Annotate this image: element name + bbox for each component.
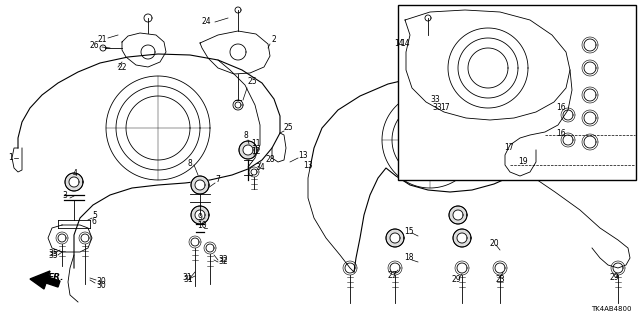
Text: 28: 28 [265,156,275,164]
Text: 24: 24 [202,18,212,27]
Text: 13: 13 [303,161,312,170]
Text: 25: 25 [248,77,258,86]
Text: 32: 32 [218,255,228,265]
Text: 8: 8 [244,132,249,140]
Text: 35: 35 [48,251,58,260]
Text: 14: 14 [400,38,410,47]
Circle shape [243,145,253,155]
Circle shape [390,233,400,243]
Text: 11: 11 [251,139,260,148]
Circle shape [453,229,471,247]
Text: FR.: FR. [48,273,65,282]
Text: 27: 27 [388,270,397,279]
Text: 17: 17 [440,103,450,113]
Text: 29: 29 [452,276,461,284]
Text: 8: 8 [188,158,193,167]
Text: 17: 17 [504,143,514,153]
Text: 30: 30 [96,281,106,290]
Bar [398,5,636,180]
Circle shape [191,176,209,194]
Text: 2: 2 [271,36,276,44]
Text: 14: 14 [394,38,404,47]
Text: 7: 7 [215,175,220,185]
Text: 5: 5 [92,211,97,220]
Text: 32: 32 [218,258,228,267]
Text: 20: 20 [490,238,500,247]
Text: 25: 25 [284,124,294,132]
Text: 31: 31 [183,275,193,284]
Text: 1: 1 [8,154,13,163]
Circle shape [239,141,257,159]
Text: 29: 29 [610,274,620,283]
Text: 33: 33 [430,95,440,105]
Text: 13: 13 [298,150,308,159]
Text: 4: 4 [73,169,78,178]
Circle shape [457,233,467,243]
Text: 30: 30 [96,277,106,286]
Text: 26: 26 [90,41,100,50]
Text: 31: 31 [182,274,191,283]
Circle shape [386,229,404,247]
Text: 9: 9 [197,213,202,222]
Text: TK4AB4800: TK4AB4800 [591,306,632,312]
Circle shape [449,206,467,224]
Text: 23: 23 [495,276,504,284]
Circle shape [453,210,463,220]
Text: 19: 19 [518,157,527,166]
Text: 16: 16 [556,129,566,138]
Polygon shape [30,271,60,289]
Circle shape [191,206,209,224]
Circle shape [195,210,205,220]
Text: 15: 15 [404,228,413,236]
Circle shape [69,177,79,187]
Text: 34: 34 [255,164,265,172]
Text: 16: 16 [556,103,566,113]
Text: 21: 21 [97,36,106,44]
Text: 33: 33 [432,102,442,111]
Text: 22: 22 [118,62,127,71]
Text: 35: 35 [48,249,58,258]
Text: 12: 12 [251,147,260,156]
Circle shape [65,173,83,191]
Text: 6: 6 [92,218,97,227]
Text: 18: 18 [404,253,413,262]
Circle shape [195,180,205,190]
Text: 3: 3 [62,191,67,201]
Text: 10: 10 [197,221,207,230]
